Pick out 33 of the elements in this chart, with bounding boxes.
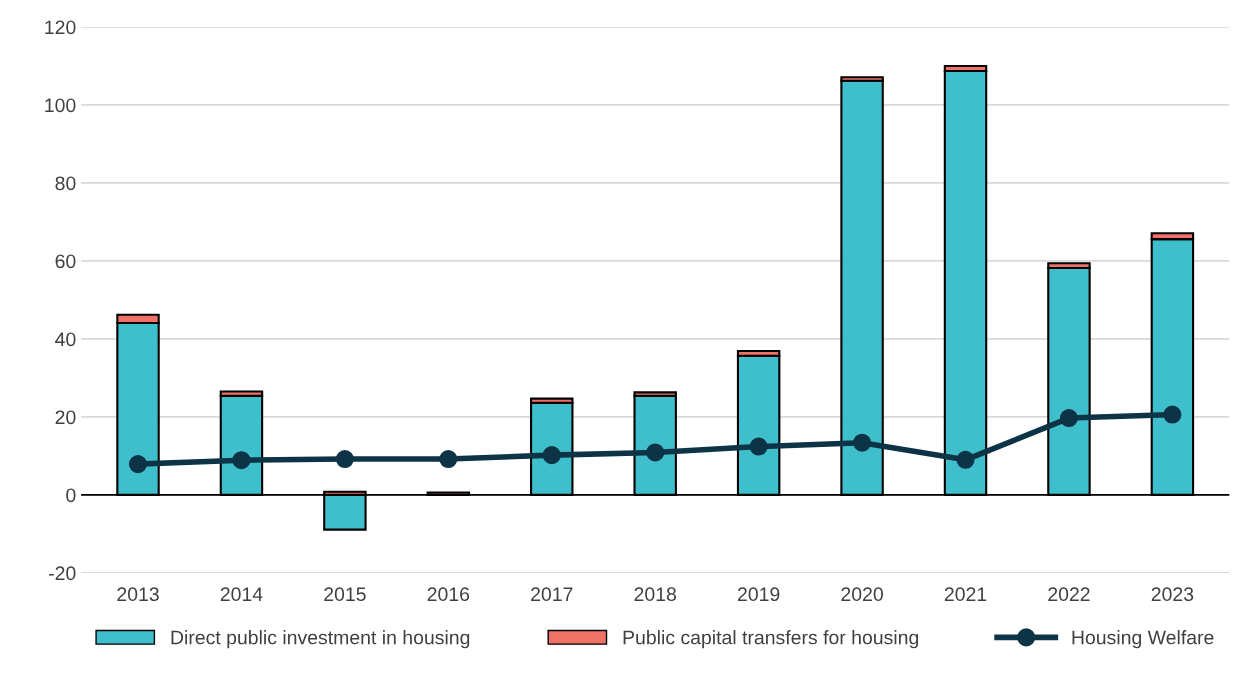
- point: [956, 450, 975, 469]
- legend-label: Public capital transfers for housing: [623, 630, 919, 649]
- point: [232, 451, 251, 470]
- x-tick-label: 2019: [737, 587, 780, 602]
- x-tick-label: 2020: [841, 587, 883, 602]
- x-tick-label: 2016: [427, 587, 470, 602]
- y-tick-label: 20: [55, 410, 76, 425]
- point: [749, 437, 768, 456]
- y-tick-label: 40: [55, 332, 76, 347]
- x-tick-label: 2017: [531, 587, 573, 602]
- point: [335, 450, 354, 469]
- x-tick-label: 2015: [324, 587, 366, 602]
- legend-label: Direct public investment in housing: [171, 630, 470, 649]
- y-tick-label: -20: [49, 566, 76, 581]
- y-tick-label: 60: [55, 254, 76, 269]
- x-tick-label: 2014: [220, 587, 263, 602]
- x-tick-label: 2018: [634, 587, 676, 602]
- y-tick-label: 100: [45, 98, 76, 113]
- point: [542, 446, 561, 465]
- point: [853, 433, 872, 452]
- y-tick-label: 80: [55, 176, 76, 191]
- x-tick-label: 2021: [944, 587, 987, 602]
- x-tick-label: 2022: [1048, 587, 1090, 602]
- y-tick-label: 0: [66, 488, 76, 503]
- point: [439, 450, 458, 469]
- x-tick-label: 2013: [117, 587, 159, 602]
- point: [128, 455, 148, 474]
- point: [1163, 405, 1182, 424]
- legend-label: Housing Welfare: [1072, 630, 1214, 649]
- point: [1059, 409, 1078, 428]
- x-tick-label: 2023: [1151, 587, 1194, 602]
- y-tick-label: 120: [45, 20, 76, 35]
- point: [646, 443, 665, 462]
